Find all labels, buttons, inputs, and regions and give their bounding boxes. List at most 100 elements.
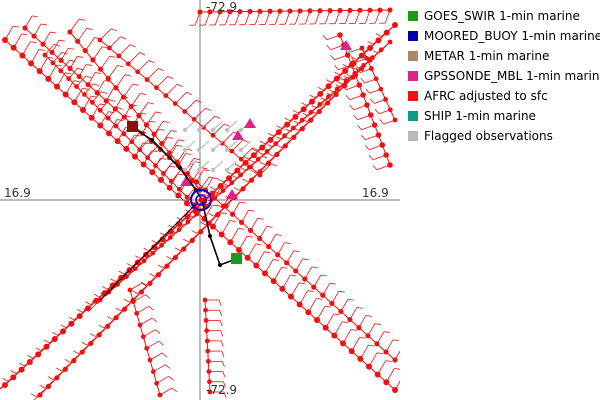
observation-point (248, 227, 254, 234)
wind-barb (199, 176, 210, 191)
legend-item-flagged[interactable]: Flagged observations (408, 126, 598, 146)
legend-swatch (408, 111, 418, 121)
barb-flag (30, 41, 37, 44)
moored-buoy-ring (190, 189, 212, 211)
wind-barb (334, 80, 347, 93)
observation-point (378, 86, 384, 92)
wind-barb (112, 308, 125, 320)
barb-flag (118, 270, 125, 275)
observation-point (71, 99, 78, 106)
observation-point (85, 82, 91, 88)
barb-flag (195, 99, 202, 103)
wind-barb (264, 154, 278, 166)
observation-point (182, 109, 188, 114)
wind-barb (107, 277, 122, 290)
observation-point (205, 358, 211, 364)
barb-flag (208, 213, 215, 217)
barb-flag (394, 367, 400, 370)
barb-flag (205, 107, 212, 111)
observation-point (137, 322, 143, 328)
observation-point (348, 62, 355, 68)
observation-point (31, 33, 37, 39)
observation-point (90, 57, 96, 63)
wind-barb (103, 317, 117, 329)
legend-item-gpssonde-mbl[interactable]: GPSSONDE_MBL 1-min marine (408, 66, 600, 86)
observation-point (58, 68, 64, 74)
flight-leg (99, 39, 261, 176)
barb-flag (109, 99, 116, 102)
barb-flag (167, 75, 174, 80)
flagged-point (238, 147, 244, 153)
observation-point (71, 358, 77, 364)
barb-flag (370, 98, 375, 104)
barb-flag (168, 376, 174, 381)
flagged-point (224, 127, 230, 133)
observation-point (320, 292, 326, 298)
wind-barb (146, 111, 156, 126)
wind-barb (24, 354, 39, 367)
observation-point (267, 8, 273, 14)
observation-point (374, 371, 381, 378)
wind-barb (105, 284, 118, 296)
observation-point (264, 149, 270, 154)
barb-flag (284, 242, 291, 244)
barb-flag (126, 269, 133, 273)
wind-barb (259, 163, 272, 176)
wind-barb (115, 74, 126, 88)
legend-item-goes-swir[interactable]: GOES_SWIR 1-min marine (408, 6, 598, 26)
right-latitude-label: 16.9 (362, 186, 389, 200)
legend-item-ship[interactable]: SHIP 1-min marine (408, 106, 598, 126)
legend-label: GOES_SWIR 1-min marine (424, 9, 580, 23)
observation-point (322, 324, 329, 331)
observation-point (262, 270, 268, 277)
storm-track-line (131, 126, 237, 267)
barb-flag (392, 339, 399, 342)
observation-point (357, 355, 364, 362)
observation-point (202, 297, 208, 303)
observation-point (125, 61, 131, 67)
top-longitude-label: -72.9 (206, 0, 238, 14)
observation-point (184, 200, 190, 207)
barb-flag (171, 387, 178, 393)
wind-barb (99, 28, 112, 41)
legend-item-afrc[interactable]: AFRC adjusted to sfc (408, 86, 598, 106)
track-point (150, 138, 154, 142)
barb-flag (185, 153, 192, 155)
legend-item-moored-buoy[interactable]: MOORED_BUOY 1-min marine (408, 26, 600, 46)
observation-point (149, 169, 156, 176)
barb-flag (257, 217, 264, 220)
wind-barb (315, 102, 328, 114)
wind-barb (290, 119, 303, 132)
barb-flag (356, 306, 363, 309)
legend-item-metar[interactable]: METAR 1-min marine (408, 46, 598, 66)
barb-flag (317, 86, 324, 91)
barb-flag (176, 145, 183, 147)
observation-point (145, 155, 151, 161)
observation-point (106, 289, 112, 295)
observation-point (288, 293, 294, 300)
observation-point (79, 349, 85, 355)
barb-flag (338, 74, 343, 81)
wind-barb (95, 325, 108, 337)
observation-point (136, 113, 142, 119)
barb-flag (221, 350, 225, 357)
observation-point (379, 142, 386, 148)
barb-flag (316, 297, 323, 300)
legend-label: GPSSONDE_MBL 1-min marine (424, 69, 600, 83)
observation-point (238, 156, 244, 162)
flagged-point (238, 127, 244, 133)
wind-barb (156, 76, 169, 88)
flagged-point (182, 127, 188, 133)
observation-point (361, 63, 367, 68)
wind-barb (97, 291, 110, 304)
barb-flag (95, 72, 102, 74)
observation-point (132, 266, 138, 272)
barb-flag (10, 370, 17, 374)
wind-barb (229, 174, 241, 187)
observation-point (191, 117, 197, 122)
observation-map[interactable]: -72.9 -72.9 16.9 16.9 (0, 0, 400, 400)
barb-flag (126, 263, 133, 267)
observation-point (337, 7, 343, 14)
barb-flag (132, 290, 138, 294)
barb-flag (117, 107, 123, 110)
